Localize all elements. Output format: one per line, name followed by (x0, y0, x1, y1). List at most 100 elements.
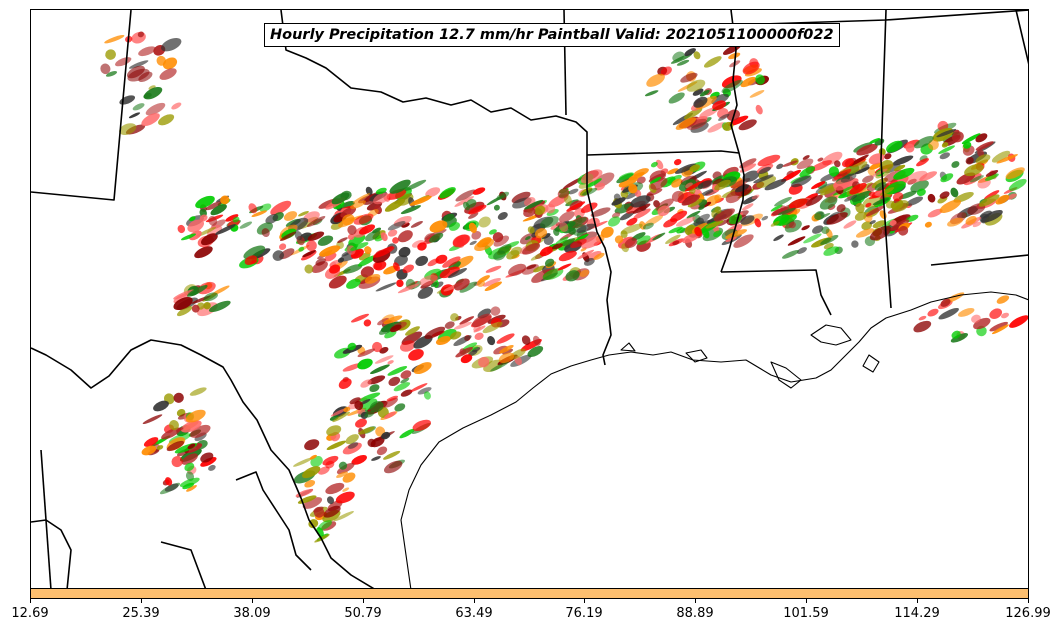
precip-blob (811, 181, 826, 190)
precip-blob (448, 222, 461, 231)
precip-blob (370, 364, 390, 375)
precip-blob (697, 180, 713, 189)
precip-blob (208, 215, 218, 226)
precip-blob (650, 161, 658, 168)
precip-blob (687, 198, 703, 208)
precip-blob (527, 226, 535, 234)
colorbar (30, 588, 1029, 599)
precip-blob (981, 209, 1003, 223)
precip-blob (633, 208, 651, 220)
precip-blob (128, 112, 141, 119)
precip-blob (583, 257, 595, 266)
colorbar-tick-label: 25.39 (122, 606, 160, 621)
precip-blob (490, 306, 501, 316)
precip-blob (248, 203, 258, 214)
precip-blob (498, 352, 515, 364)
map-title: Hourly Precipitation 12.7 mm/hr Paintbal… (264, 23, 840, 47)
precip-blob (820, 234, 839, 245)
precip-blob (477, 237, 492, 248)
precip-blob (905, 143, 915, 153)
precip-blob (357, 358, 373, 370)
precip-blob (787, 236, 806, 246)
precip-blob (105, 71, 118, 77)
precip-blob (740, 76, 757, 88)
precip-blob (464, 201, 485, 214)
precip-blob (352, 193, 371, 204)
precip-blob (357, 348, 376, 358)
precip-blob (375, 187, 387, 195)
precip-blob (304, 439, 320, 451)
precip-blob (764, 178, 787, 191)
precip-blob (348, 234, 366, 246)
precip-blob (384, 330, 397, 339)
precip-blob (398, 246, 411, 258)
precip-blob (511, 191, 531, 204)
precip-blob (868, 191, 875, 197)
precip-blob (374, 355, 394, 364)
precip-blob (460, 354, 473, 364)
precip-blob (819, 196, 838, 210)
precip-blob (580, 202, 598, 213)
precip-blob (557, 188, 570, 199)
precip-blob (377, 317, 390, 326)
precip-blob (104, 34, 125, 44)
precip-blob (225, 214, 239, 222)
precip-blob (636, 235, 651, 246)
colorbar-tick (363, 599, 364, 603)
precip-blob (782, 160, 798, 167)
precip-blob (317, 235, 334, 246)
precip-blob (869, 220, 876, 225)
precip-blob (644, 90, 659, 97)
precip-blob (991, 324, 1009, 335)
precip-blob (357, 255, 377, 267)
precip-blob (496, 333, 515, 344)
precip-blob (672, 51, 685, 62)
precip-blob (302, 497, 323, 509)
precip-blob (680, 72, 698, 83)
precip-blob (692, 88, 704, 96)
precip-blob (387, 229, 398, 237)
precip-blob (337, 257, 345, 263)
precip-blob (129, 60, 149, 69)
precip-blob (568, 188, 579, 195)
precip-blob (394, 254, 408, 266)
precip-blob (386, 395, 399, 402)
precip-blob (898, 190, 917, 200)
precip-blob (614, 203, 634, 214)
precip-blob (702, 228, 710, 239)
precip-blob (913, 136, 934, 149)
precip-blob (533, 335, 541, 346)
precip-blob (210, 204, 227, 216)
precip-blob (579, 269, 590, 278)
precip-blob (487, 336, 496, 346)
precip-blob (711, 175, 724, 183)
precip-blob (979, 210, 992, 219)
precip-blob (991, 150, 1011, 163)
colorbar-tick (1028, 599, 1029, 603)
precip-blob (435, 335, 451, 346)
precip-blob (429, 220, 448, 233)
precip-blob (302, 250, 316, 258)
precip-blob (367, 438, 376, 448)
precip-blob (265, 214, 279, 224)
precip-blob (369, 400, 384, 413)
precip-blob (612, 212, 621, 219)
precip-blob (555, 236, 569, 245)
precip-blob (624, 237, 638, 249)
precip-blob (523, 207, 536, 217)
precip-blob (918, 315, 927, 321)
precip-blob (566, 217, 587, 230)
precip-blob (404, 179, 427, 191)
precip-blob (699, 188, 716, 197)
precip-blob (455, 346, 473, 358)
precip-blob (646, 73, 665, 87)
precip-blob (338, 461, 348, 470)
precip-blob (614, 235, 624, 244)
precip-blob (469, 240, 477, 246)
precip-blob (840, 173, 857, 183)
precip-blob (153, 400, 169, 412)
precip-blob (978, 194, 1000, 207)
precip-blob (468, 212, 479, 219)
precip-blob (499, 344, 514, 354)
precip-blob (388, 376, 401, 386)
